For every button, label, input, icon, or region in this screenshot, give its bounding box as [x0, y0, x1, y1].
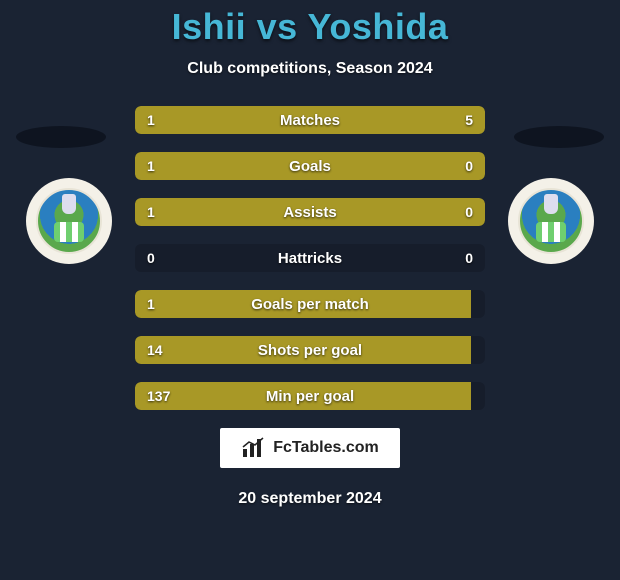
- stat-row: 10Assists: [135, 198, 485, 226]
- page-title: Ishii vs Yoshida: [0, 6, 620, 48]
- club-logo-emblem: [518, 188, 584, 254]
- stat-label: Matches: [135, 106, 485, 134]
- stat-label: Min per goal: [135, 382, 485, 410]
- stat-row: 14Shots per goal: [135, 336, 485, 364]
- stat-row: 00Hattricks: [135, 244, 485, 272]
- player1-silhouette-shadow: [16, 126, 106, 148]
- header: Ishii vs Yoshida Club competitions, Seas…: [0, 0, 620, 78]
- stat-row: 137Min per goal: [135, 382, 485, 410]
- player2-silhouette-shadow: [514, 126, 604, 148]
- stat-row: 15Matches: [135, 106, 485, 134]
- player1-club-logo: [26, 178, 112, 264]
- brand-badge: FcTables.com: [220, 428, 400, 468]
- stat-label: Goals per match: [135, 290, 485, 318]
- stat-row: 10Goals: [135, 152, 485, 180]
- footer-date: 20 september 2024: [0, 490, 620, 508]
- club-logo-ring: [508, 178, 594, 264]
- subtitle: Club competitions, Season 2024: [0, 60, 620, 78]
- brand-chart-icon: [241, 437, 267, 459]
- stats-list: 15Matches 10Goals 10Assists 00Hattricks 1Goa…: [135, 106, 485, 410]
- player2-club-logo: [508, 178, 594, 264]
- stat-label: Assists: [135, 198, 485, 226]
- stat-row: 1Goals per match: [135, 290, 485, 318]
- stat-label: Shots per goal: [135, 336, 485, 364]
- vs-separator: vs: [257, 6, 298, 47]
- club-logo-emblem: [36, 188, 102, 254]
- club-logo-ring: [26, 178, 112, 264]
- stat-label: Goals: [135, 152, 485, 180]
- player1-name: Ishii: [172, 6, 247, 47]
- player2-name: Yoshida: [308, 6, 449, 47]
- stat-label: Hattricks: [135, 244, 485, 272]
- brand-text: FcTables.com: [273, 439, 379, 457]
